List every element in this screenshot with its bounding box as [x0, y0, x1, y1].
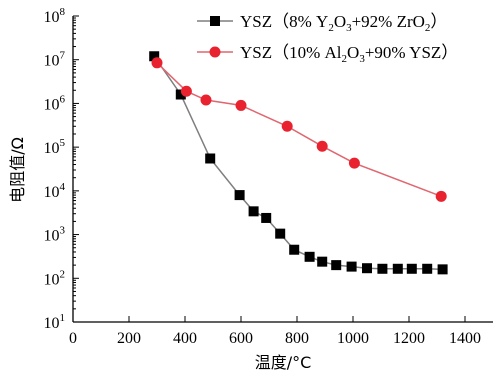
- series-1-point: [422, 264, 432, 274]
- x-tick-label: 800: [285, 330, 309, 347]
- x-tick-label: 1200: [393, 330, 425, 347]
- series-2-point: [201, 94, 212, 105]
- y-tick-label: 102: [44, 268, 66, 288]
- y-tick-label: 108: [44, 6, 66, 26]
- series-2-point: [282, 121, 293, 132]
- series-1-point: [407, 264, 417, 274]
- series-1-line: [154, 56, 442, 269]
- legend-marker-1: [210, 16, 220, 26]
- series-1-point: [347, 262, 357, 272]
- x-tick-label: 400: [173, 330, 197, 347]
- legend-marker-2: [210, 47, 221, 58]
- series-1-point: [305, 252, 315, 262]
- y-tick-label: 107: [44, 50, 66, 70]
- series-2-point: [317, 141, 328, 152]
- y-tick-label: 104: [44, 181, 66, 201]
- series-layer: [149, 51, 447, 274]
- series-1-point: [261, 213, 271, 223]
- series-1-point: [438, 264, 448, 274]
- series-2-point: [349, 158, 360, 169]
- series-2-line: [157, 63, 441, 197]
- y-tick-label: 103: [44, 225, 66, 245]
- series-1-point: [317, 257, 327, 267]
- y-axis-title: 电阻值/Ω: [8, 137, 27, 203]
- y-tick-label: 101: [44, 312, 66, 332]
- x-axis-title: 温度/°C: [255, 353, 312, 372]
- series-1-point: [235, 190, 245, 200]
- series-2-point: [181, 86, 192, 97]
- y-tick-label: 106: [44, 93, 66, 113]
- x-tick-label: 600: [229, 330, 253, 347]
- y-ticks: 101 102 103 104 105 106 107 108: [44, 6, 80, 332]
- x-tick-label: 1000: [337, 330, 369, 347]
- legend-label-2: YSZ（10% Al2O3+90% YSZ）: [240, 43, 458, 65]
- series-1-point: [289, 245, 299, 255]
- series-2-point: [152, 57, 163, 68]
- x-tick-label: 200: [117, 330, 141, 347]
- series-1-point: [393, 264, 403, 274]
- series-1-point: [249, 206, 259, 216]
- series-1-point: [362, 263, 372, 273]
- x-tick-label: 1400: [449, 330, 481, 347]
- series-2-point: [236, 100, 247, 111]
- x-tick-label: 0: [69, 330, 77, 347]
- series-2-point: [436, 191, 447, 202]
- series-1-point: [377, 264, 387, 274]
- series-1-point: [275, 229, 285, 239]
- legend: YSZ（8% Y2O3+92% ZrO2） YSZ（10% Al2O3+90% Y…: [197, 12, 458, 65]
- series-1-point: [205, 153, 215, 163]
- series-1-point: [331, 260, 341, 270]
- y-tick-label: 105: [44, 137, 66, 157]
- x-ticks: 0 200 400 600 800 1000 1200 1400: [69, 316, 481, 347]
- legend-label-1: YSZ（8% Y2O3+92% ZrO2）: [240, 12, 447, 34]
